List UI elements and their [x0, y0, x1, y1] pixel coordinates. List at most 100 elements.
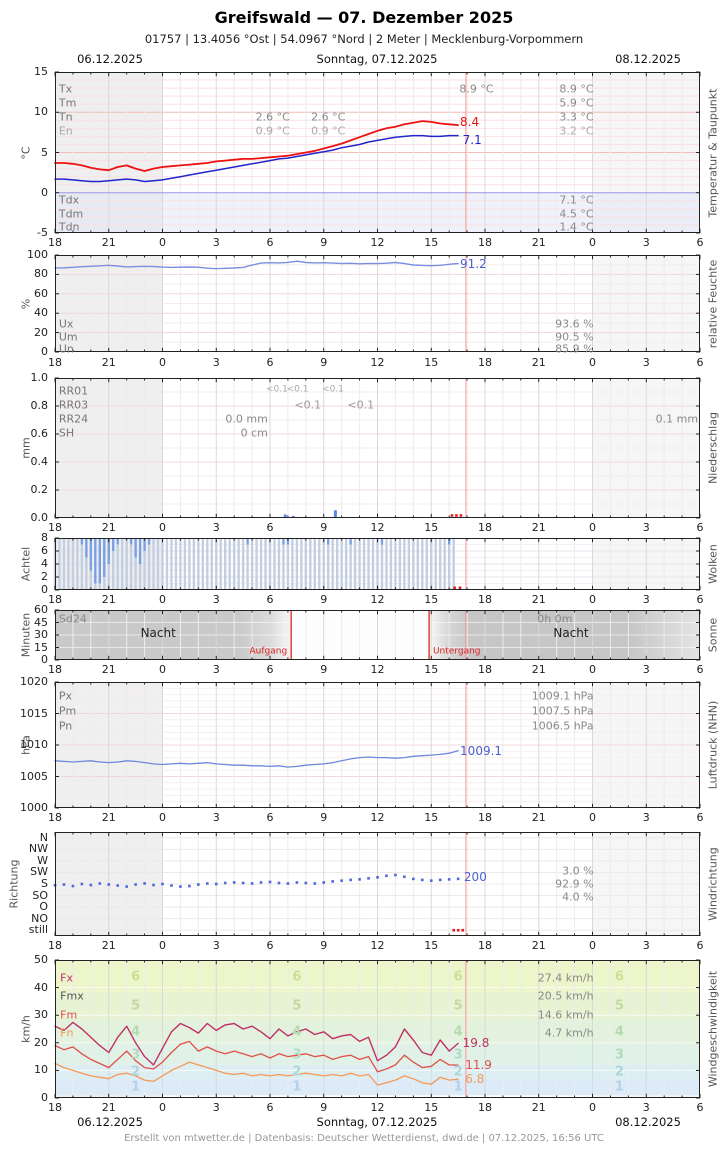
x-tick-label: 9: [320, 236, 328, 249]
x-tick-label: 21: [531, 1101, 546, 1114]
annotation: 0h 0m: [537, 612, 573, 626]
annotation: 2.6 °C: [311, 110, 346, 124]
date-right: 08.12.2025: [615, 52, 681, 66]
beaufort-band-label: 1: [131, 1079, 141, 1095]
annotation: 93.6 %: [555, 317, 594, 331]
axis-unit-label: km/h: [19, 1015, 33, 1043]
annotation: En: [58, 124, 73, 138]
annotation: 0.9 °C: [255, 124, 290, 138]
y-tick-label: 10: [34, 1063, 48, 1077]
annotation: 8.4: [460, 114, 480, 129]
x-tick-label: 21: [531, 236, 546, 249]
annotation: 8.9 °C: [559, 82, 594, 96]
x-tick-label: 18: [48, 939, 62, 952]
x-tick-label: 21: [101, 521, 116, 534]
annotation: Fmx: [60, 989, 84, 1003]
x-tick-label: 12: [370, 236, 385, 249]
x-tick-label: 21: [531, 663, 546, 676]
annotation: Fx: [60, 971, 73, 985]
annotation: Untergang: [432, 646, 481, 657]
y-tick-label: 1000: [20, 801, 48, 814]
x-tick-label: 21: [101, 593, 116, 606]
x-tick-label: 18: [478, 236, 492, 249]
y-tick-label: 50: [34, 953, 48, 966]
y-tick-label: 2: [41, 570, 48, 583]
x-tick-label: 21: [101, 811, 116, 824]
x-tick-label: 3: [642, 356, 650, 369]
beaufort-band-label: 3: [292, 1047, 302, 1063]
x-tick-label: 18: [48, 521, 62, 534]
x-tick-label: 12: [370, 521, 385, 534]
y-tick-label: 4: [41, 557, 48, 570]
annotation: Sd24: [58, 612, 87, 626]
annotation: 1009.1 hPa: [531, 689, 594, 703]
x-tick-label: 3: [212, 236, 220, 249]
x-tick-label: 3: [212, 593, 220, 606]
x-tick-label: 6: [266, 1101, 274, 1114]
y-tick-label: 1005: [20, 769, 48, 783]
x-tick-label: 3: [212, 521, 220, 534]
annotation: 0.9 °C: [311, 124, 346, 138]
annotation: 0.1 mm: [655, 412, 699, 426]
x-tick-label: 18: [48, 236, 62, 249]
x-tick-label: 18: [478, 593, 492, 606]
panel-name-label: Luftdruck (NHN): [706, 700, 720, 790]
annotation: 11.9: [465, 1058, 492, 1073]
axis-unit-label: Minuten: [19, 612, 33, 658]
y-tick-label: 1020: [20, 675, 48, 688]
annotation: 4.5 °C: [559, 207, 594, 221]
x-tick-label: 18: [48, 663, 62, 676]
beaufort-band-label: 5: [614, 998, 624, 1014]
x-tick-label: 0: [589, 236, 596, 249]
x-tick-label: 12: [370, 663, 385, 676]
annotation: 0.0 mm: [225, 412, 268, 426]
x-tick-label: 18: [478, 1101, 492, 1114]
annotation: <0.1: [286, 384, 309, 395]
annotation: Fn: [60, 1026, 74, 1040]
annotation: 1009.1: [460, 743, 503, 758]
x-tick-label: 0: [589, 663, 596, 676]
y-tick-label: still: [28, 923, 48, 937]
y-tick-label: 15: [34, 65, 48, 78]
annotation: 2.6 °C: [255, 110, 290, 124]
x-tick-label: 9: [320, 521, 328, 534]
x-tick-label: 9: [320, 811, 328, 824]
annotation: 5.9 °C: [559, 96, 594, 110]
beaufort-band-label: 6: [131, 969, 141, 985]
x-tick-label: 15: [424, 1101, 439, 1114]
annotation: Um: [58, 330, 78, 344]
annotation: 1006.5 hPa: [531, 719, 594, 733]
y-tick-label: 8: [41, 531, 48, 544]
x-tick-label: 6: [266, 236, 274, 249]
annotation: Pm: [58, 704, 77, 718]
y-tick-label: 5: [41, 145, 48, 159]
axis-unit-label: Richtung: [7, 859, 21, 909]
y-tick-label: 40: [34, 306, 48, 320]
x-tick-label: 6: [696, 236, 704, 249]
beaufort-band-label: 2: [614, 1064, 624, 1080]
panel-canvas: [53, 537, 701, 591]
y-tick-label: 0: [41, 345, 48, 358]
annotation: 19.8: [462, 1036, 490, 1051]
annotation: <0.1: [294, 398, 322, 412]
date-center: Sonntag, 07.12.2025: [316, 52, 438, 66]
beaufort-band-label: 2: [131, 1064, 141, 1080]
x-tick-label: 0: [589, 1101, 596, 1114]
x-tick-label: 3: [212, 939, 220, 952]
annotation: Nacht: [553, 626, 589, 640]
panel-name-label: Wolken: [706, 544, 720, 584]
x-tick-label: 3: [212, 1101, 220, 1114]
panel-humidity: Ux Um Un 93.6 % 90.5 % 85.9 % 91.2: [54, 254, 701, 355]
y-tick-label: 30: [34, 1008, 48, 1022]
y-tick-label: 1015: [20, 706, 48, 720]
panel-sun: Sd24 0h 0m Nacht Nacht Aufgang Untergang: [54, 609, 701, 661]
x-tick-label: 3: [642, 1101, 650, 1114]
panel-canvas: [54, 71, 701, 234]
x-tick-label: 0: [159, 236, 166, 249]
panel-name-label: relative Feuchte: [706, 259, 720, 348]
x-tick-label: 21: [531, 356, 546, 369]
y-tick-label: 80: [34, 267, 48, 281]
beaufort-band-label: 5: [292, 998, 302, 1014]
x-tick-label: 18: [48, 593, 62, 606]
x-tick-label: 6: [696, 1101, 704, 1114]
